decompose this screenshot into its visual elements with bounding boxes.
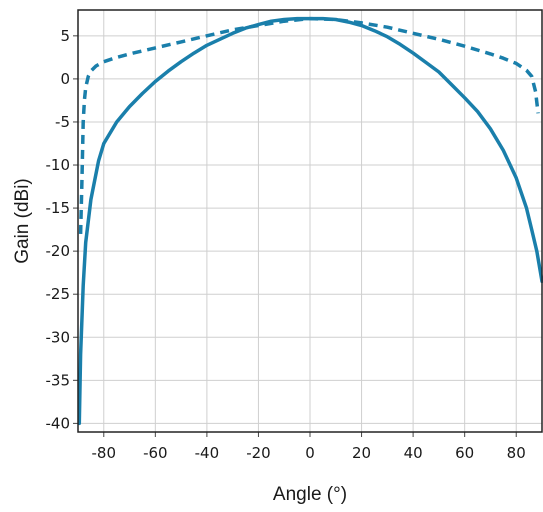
x-tick-label: -20	[246, 444, 271, 462]
x-tick-label: -60	[143, 444, 168, 462]
series-line-dashed	[78, 16, 540, 234]
x-tick-label: -40	[195, 444, 220, 462]
series-layer	[77, 16, 543, 426]
y-tick-label: -25	[46, 285, 71, 303]
tick-labels: -80 -60 -40 -20 0 20 40 60 80 5 0 -5 -10 -15 -20 -25 -30…	[46, 27, 526, 462]
y-tick-label: -35	[46, 371, 71, 389]
y-tick-label: -10	[46, 156, 71, 174]
y-tick-label: 0	[60, 70, 70, 88]
plot-frame	[77, 9, 543, 433]
x-tick-label: 80	[507, 444, 526, 462]
y-tick-label: -30	[46, 328, 71, 346]
x-tick-label: 20	[352, 444, 371, 462]
grid	[73, 10, 542, 437]
x-tick-label: -80	[92, 444, 117, 462]
y-tick-label: -40	[46, 414, 71, 432]
x-tick-label: 60	[455, 444, 474, 462]
x-axis-label: Angle (°)	[273, 484, 347, 505]
x-tick-label: 40	[404, 444, 423, 462]
y-tick-label: -5	[55, 113, 70, 131]
y-axis-label: Gain (dBi)	[12, 178, 33, 264]
y-tick-label: -15	[46, 199, 71, 217]
x-tick-label: 0	[305, 444, 315, 462]
y-tick-label: 5	[60, 27, 70, 45]
y-tick-label: -20	[46, 242, 71, 260]
